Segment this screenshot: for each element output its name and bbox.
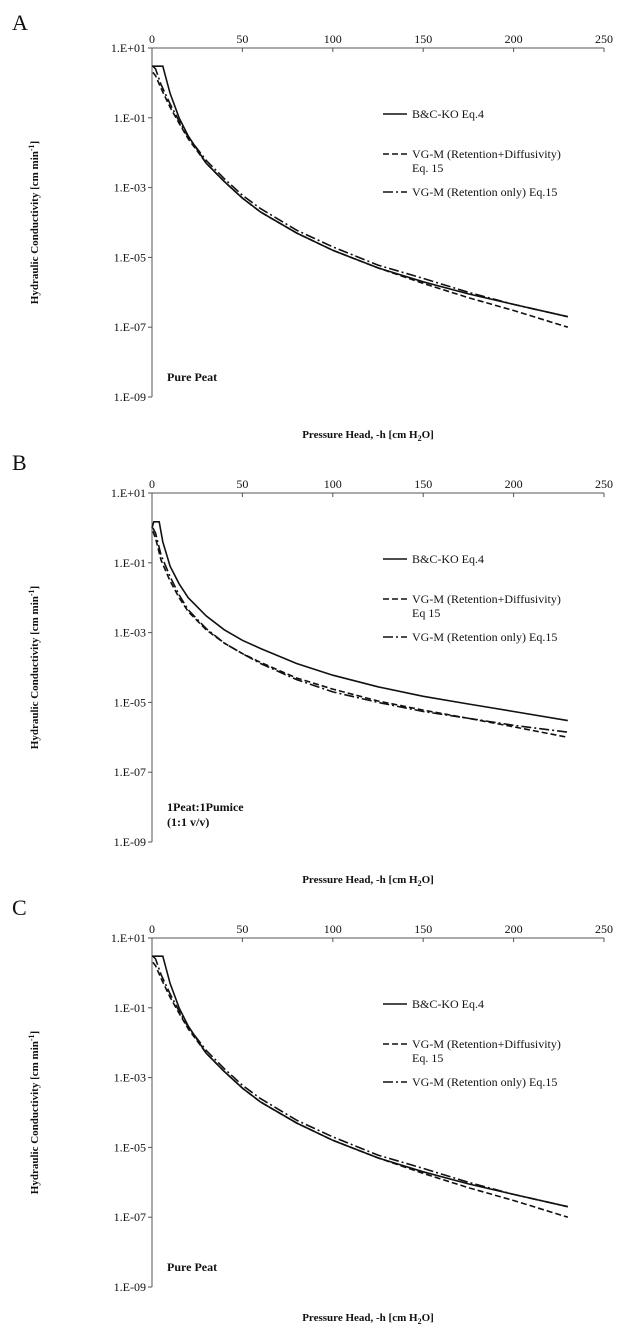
x-tick-label: 250 [595, 922, 613, 936]
y-tick-label: 1.E-05 [114, 250, 146, 264]
x-tick-label: 200 [505, 477, 523, 491]
x-tick-label: 100 [324, 922, 342, 936]
panel-annotation: 1Peat:1Pumice [167, 800, 244, 814]
series-line-dashed [152, 531, 568, 739]
y-axis-label: Hydraulic Conductivity [cm min-1] [27, 1031, 41, 1194]
legend-label: Eq. 15 [412, 1051, 443, 1065]
legend-label: VG-M (Retention only) Eq.15 [412, 630, 557, 644]
y-tick-label: 1.E-09 [114, 835, 146, 849]
panel-letter: A [12, 10, 28, 35]
y-tick-label: 1.E-09 [114, 390, 146, 404]
panel-annotation: Pure Peat [167, 1260, 217, 1274]
x-tick-label: 250 [595, 32, 613, 46]
y-axis-label: Hydraulic Conductivity [cm min-1] [27, 141, 41, 304]
x-tick-label: 0 [149, 922, 155, 936]
x-tick-label: 50 [236, 32, 248, 46]
x-tick-label: 200 [505, 32, 523, 46]
y-tick-label: 1.E-07 [114, 1210, 146, 1224]
panel-annotation: Pure Peat [167, 370, 217, 384]
x-tick-label: 100 [324, 32, 342, 46]
y-tick-label: 1.E-05 [114, 695, 146, 709]
x-tick-label: 100 [324, 477, 342, 491]
y-tick-label: 1.E-03 [114, 626, 146, 640]
x-tick-label: 150 [414, 922, 432, 936]
legend-label: Eq 15 [412, 606, 440, 620]
legend-label: VG-M (Retention+Diffusivity) [412, 1037, 561, 1051]
panel-letter: B [12, 450, 27, 475]
legend-label: B&C-KO Eq.4 [412, 997, 484, 1011]
legend-label: VG-M (Retention only) Eq.15 [412, 185, 557, 199]
x-axis-label: Pressure Head, -h [cm H2O] [302, 1312, 434, 1326]
x-tick-label: 150 [414, 477, 432, 491]
x-axis-label: Pressure Head, -h [cm H2O] [302, 429, 434, 443]
legend-label: VG-M (Retention only) Eq.15 [412, 1075, 557, 1089]
legend-label: B&C-KO Eq.4 [412, 552, 484, 566]
series-line-dashed [152, 71, 569, 328]
y-tick-label: 1.E-09 [114, 1280, 146, 1294]
series-line-dashdot [152, 527, 568, 733]
y-tick-label: 1.E-07 [114, 320, 146, 334]
chart-panel-c: C 1.E+01 1.E-01 1.E-03 1.E-05 1.E-07 1.E-09 0 50… [12, 895, 613, 1326]
x-tick-label: 200 [505, 922, 523, 936]
series-line-dashed [152, 961, 569, 1218]
y-tick-label: 1.E-03 [114, 1071, 146, 1085]
chart-panel-b: B 1.E+01 1.E-01 1.E-03 1.E-05 1.E-07 1.E-09 0 50… [12, 450, 613, 888]
y-tick-label: 1.E-07 [114, 765, 146, 779]
x-tick-label: 0 [149, 32, 155, 46]
y-tick-label: 1.E-01 [114, 111, 146, 125]
panel-annotation: (1:1 v/v) [167, 815, 209, 829]
x-tick-label: 50 [236, 922, 248, 936]
y-tick-label: 1.E+01 [111, 931, 146, 945]
legend-label: VG-M (Retention+Diffusivity) [412, 147, 561, 161]
x-tick-label: 50 [236, 477, 248, 491]
y-tick-label: 1.E+01 [111, 41, 146, 55]
y-tick-label: 1.E-01 [114, 556, 146, 570]
chart-panel-a: A 1.E+01 1.E-01 1.E-03 1.E-05 1.E-07 1.E-09 0 50… [12, 10, 613, 443]
y-axis-label: Hydraulic Conductivity [cm min-1] [27, 586, 41, 749]
y-tick-label: 1.E+01 [111, 486, 146, 500]
panel-letter: C [12, 895, 27, 920]
series-line-solid [151, 521, 568, 722]
y-tick-label: 1.E-01 [114, 1001, 146, 1015]
x-axis-label: Pressure Head, -h [cm H2O] [302, 874, 434, 888]
y-tick-label: 1.E-03 [114, 181, 146, 195]
legend-label: Eq. 15 [412, 161, 443, 175]
y-tick-label: 1.E-05 [114, 1140, 146, 1154]
x-tick-label: 250 [595, 477, 613, 491]
legend-label: B&C-KO Eq.4 [412, 107, 484, 121]
legend-label: VG-M (Retention+Diffusivity) [412, 592, 561, 606]
x-tick-label: 0 [149, 477, 155, 491]
x-tick-label: 150 [414, 32, 432, 46]
